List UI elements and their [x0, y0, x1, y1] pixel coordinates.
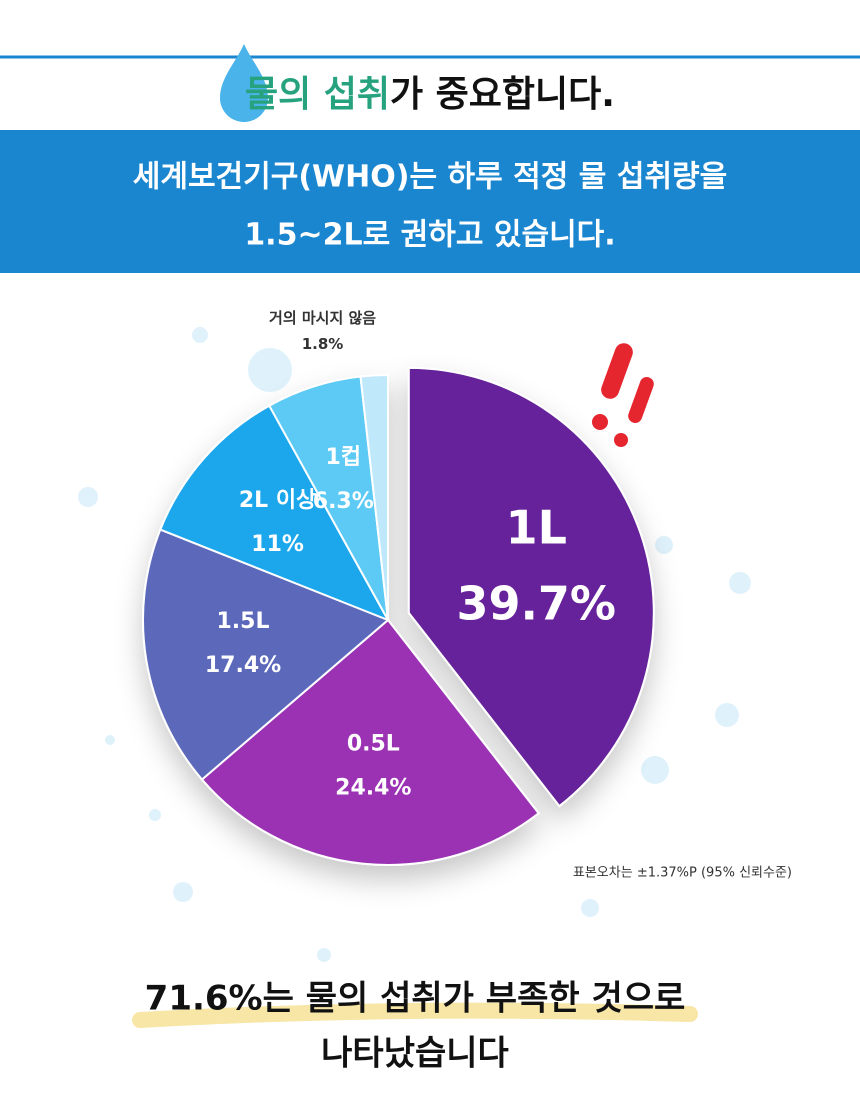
conclusion-line: 나타났습니다 — [321, 1034, 509, 1074]
slice-value: 6.3% — [313, 489, 374, 514]
pie-slice — [407, 366, 655, 808]
pie — [142, 366, 655, 866]
highlight-stroke — [132, 1002, 698, 1028]
background-bubbles — [78, 327, 751, 962]
slice-value: 24.4% — [335, 775, 411, 800]
slice-value: 39.7% — [456, 577, 616, 631]
slice-value: 17.4% — [205, 653, 281, 678]
note: 표본오차는 ±1.37%P (95% 신뢰수준) — [573, 866, 792, 881]
banner — [0, 130, 860, 273]
exclamation-icon — [592, 343, 654, 447]
conclusion-line: 71.6%는 물의 섭취가 부족한 것으로 — [145, 979, 686, 1019]
pie-slice — [142, 528, 390, 781]
slice-category: 2L 이상 — [239, 488, 316, 513]
slice-category: 거의 마시지 않음 — [269, 309, 376, 327]
water-drop-icon — [220, 44, 268, 122]
pie-slice — [359, 373, 389, 621]
banner-line: 1.5~2L로 권하고 있습니다. — [244, 218, 615, 253]
pie-slice — [158, 404, 391, 622]
pie-slice — [200, 618, 541, 866]
slice-category: 1.5L — [217, 609, 270, 634]
slice-category: 1컵 — [325, 445, 361, 470]
slice-value: 1.8% — [302, 335, 344, 353]
pie-labels: 1L 39.7% 0.5L 24.4% 1.5L 17.4% 2L 이상 11% 1컵 6.3% 거… — [205, 309, 616, 800]
banner-line: 세계보건기구(WHO)는 하루 적정 물 섭취량을 — [133, 160, 728, 195]
title-rest: 가 중요합니다. — [390, 74, 615, 115]
slice-category: 1L — [506, 501, 567, 555]
slice-value: 11% — [251, 532, 304, 557]
title-highlight: 물의 섭취 — [245, 74, 390, 115]
title: 물의 섭취가 중요합니다. — [245, 74, 615, 115]
slice-category: 0.5L — [347, 731, 400, 756]
